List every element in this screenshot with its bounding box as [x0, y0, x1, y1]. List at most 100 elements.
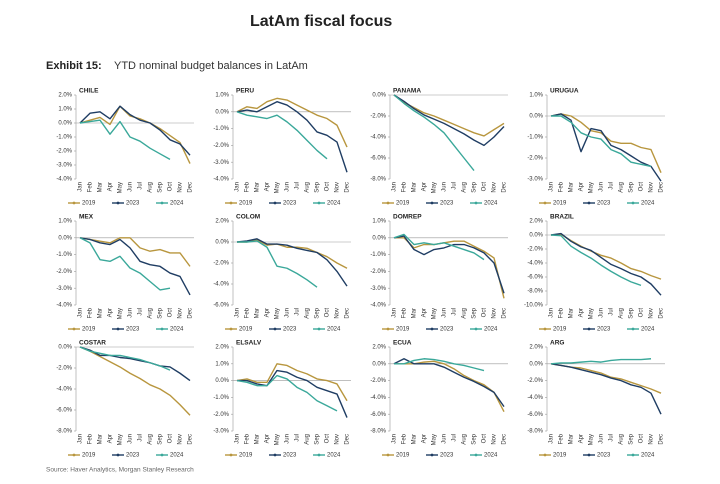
panel: ECUA 2.0% 0.0% -2.0% -4.0% -6.0% -8.0% Jan Feb Ma… [370, 340, 508, 459]
series-line [550, 232, 662, 296]
x-tick-label: Mar [412, 308, 418, 318]
x-tick-label: Aug [305, 434, 311, 445]
legend-label: 2023 [283, 327, 297, 333]
exhibit-label: Exhibit 15: [46, 60, 102, 72]
legend-label: 2024 [327, 201, 341, 207]
legend-label: 2023 [440, 453, 454, 459]
y-tick-label: 0.0% [215, 378, 229, 384]
x-tick-label: Sep [158, 307, 164, 318]
x-tick-label: Feb [245, 307, 251, 318]
series-line [79, 105, 191, 156]
y-tick-label: -3.0% [527, 177, 543, 183]
legend-marker [229, 327, 233, 331]
x-tick-label: Dec [345, 308, 351, 319]
y-tick-label: -10.0% [524, 303, 544, 309]
legend-label: 2024 [484, 201, 498, 207]
y-tick-label: -8.0% [527, 429, 543, 435]
y-tick-label: -4.0% [370, 135, 386, 141]
legend-marker [160, 201, 164, 205]
y-tick-label: 2.0% [372, 345, 386, 351]
legend-marker [474, 201, 478, 205]
x-tick-label: Oct [325, 182, 331, 192]
legend-marker [317, 327, 321, 331]
legend-label: 2023 [126, 201, 140, 207]
x-tick-label: Mar [569, 182, 575, 192]
x-tick-label: Nov [649, 182, 655, 193]
panel-title: ECUA [393, 340, 412, 347]
legend-marker [72, 201, 76, 205]
x-tick-label: Jan [549, 434, 555, 444]
y-tick-label: 0.0% [372, 93, 386, 99]
legend-label: 2023 [283, 453, 297, 459]
y-tick-label: -4.0% [527, 395, 543, 401]
x-tick-label: Feb [559, 181, 565, 192]
x-tick-label: Dec [659, 308, 665, 319]
legend-marker [116, 327, 120, 331]
y-tick-label: 0.0% [58, 121, 72, 127]
y-tick-label: 2.0% [215, 345, 229, 351]
x-tick-label: Jan [392, 182, 398, 192]
y-tick-label: -1.0% [213, 395, 229, 401]
x-tick-label: Jan [235, 434, 241, 444]
y-tick-label: -4.0% [213, 282, 229, 288]
series-line [394, 358, 485, 372]
panel-title: PERU [236, 88, 254, 95]
legend-label: 2019 [396, 453, 410, 459]
panel: PANAMA 0.0% -2.0% -4.0% -6.0% -8.0% Jan Feb Mar A… [370, 88, 508, 207]
x-tick-label: Jan [549, 182, 555, 192]
x-tick-label: Apr [108, 308, 114, 317]
x-tick-label: Dec [502, 182, 508, 193]
x-tick-label: Aug [148, 308, 154, 319]
legend-label: 2024 [170, 453, 184, 459]
x-tick-label: Nov [492, 182, 498, 193]
y-tick-label: -1.0% [56, 135, 72, 141]
series-line [236, 101, 348, 173]
x-tick-label: Jul [452, 308, 458, 316]
y-tick-label: -6.0% [527, 275, 543, 281]
x-tick-label: May [275, 434, 281, 445]
panel: PERU 1.0% 0.0% -1.0% -2.0% -3.0% -4.0% Jan Feb Ma… [213, 88, 351, 207]
series-line [236, 238, 348, 287]
legend-label: 2023 [126, 453, 140, 459]
x-tick-label: Jan [235, 308, 241, 318]
legend-marker [474, 327, 478, 331]
legend-marker [229, 453, 233, 457]
y-tick-label: -3.0% [213, 160, 229, 166]
legend-label: 2023 [597, 327, 611, 333]
legend-label: 2019 [553, 327, 567, 333]
panel-title: COLOM [236, 214, 260, 221]
x-tick-label: Feb [88, 181, 94, 192]
legend-marker [430, 201, 434, 205]
x-tick-label: Jan [78, 182, 84, 192]
x-tick-label: Dec [502, 434, 508, 445]
x-tick-label: Oct [639, 308, 645, 318]
x-tick-label: Jul [452, 182, 458, 190]
x-tick-label: Apr [422, 182, 428, 191]
x-tick-label: Oct [168, 308, 174, 318]
series-line [237, 240, 318, 288]
x-tick-label: Mar [98, 308, 104, 318]
x-tick-label: Aug [619, 308, 625, 319]
legend-marker [229, 201, 233, 205]
x-tick-label: Dec [188, 434, 194, 445]
panel-title: PANAMA [393, 88, 421, 95]
x-tick-label: Aug [148, 182, 154, 193]
y-tick-label: -3.0% [56, 286, 72, 292]
legend-marker [430, 327, 434, 331]
x-tick-label: Dec [188, 182, 194, 193]
x-tick-label: Jun [599, 182, 605, 192]
x-tick-label: Dec [659, 434, 665, 445]
x-tick-label: Feb [88, 307, 94, 318]
x-tick-label: Feb [88, 433, 94, 444]
legend-marker [474, 453, 478, 457]
panel: URUGUA 1.0% 0.0% -1.0% -2.0% -3.0% Jan Feb Mar Ap… [527, 88, 665, 207]
y-tick-label: 1.0% [529, 93, 543, 99]
series-line [79, 346, 171, 371]
legend-marker [430, 453, 434, 457]
y-tick-label: -1.0% [370, 252, 386, 258]
series-line [236, 374, 338, 412]
legend-label: 2019 [553, 453, 567, 459]
y-tick-label: -4.0% [213, 177, 229, 183]
legend-marker [386, 453, 390, 457]
legend-label: 2023 [597, 201, 611, 207]
